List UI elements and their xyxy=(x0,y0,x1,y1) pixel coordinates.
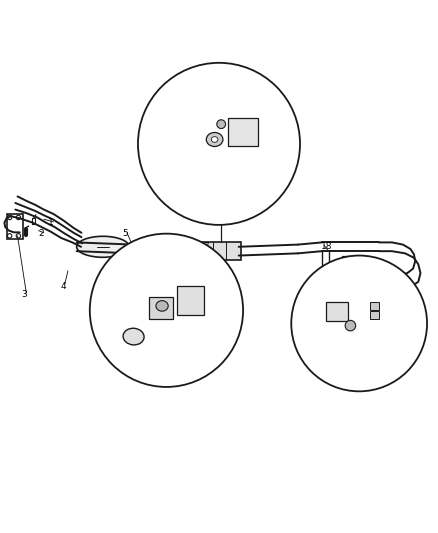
Circle shape xyxy=(291,255,427,391)
Ellipse shape xyxy=(156,301,168,311)
Bar xyxy=(7,214,23,239)
Text: 24: 24 xyxy=(378,295,389,304)
Text: 20: 20 xyxy=(375,324,387,332)
Bar xyxy=(149,297,173,319)
Text: 12: 12 xyxy=(165,317,177,326)
Text: 10: 10 xyxy=(113,299,124,308)
Circle shape xyxy=(138,63,300,225)
Text: 18: 18 xyxy=(321,243,332,251)
Text: 19: 19 xyxy=(349,338,360,348)
Text: 1: 1 xyxy=(47,218,53,227)
Text: 7: 7 xyxy=(203,243,209,251)
Text: 11: 11 xyxy=(145,317,157,326)
Text: 2: 2 xyxy=(39,229,44,238)
Bar xyxy=(191,243,241,260)
Ellipse shape xyxy=(123,328,144,345)
Text: 13: 13 xyxy=(165,290,177,300)
Bar xyxy=(228,118,258,146)
Bar xyxy=(370,311,379,319)
Circle shape xyxy=(345,320,356,331)
Text: 5: 5 xyxy=(122,229,128,238)
Text: 3: 3 xyxy=(21,290,27,300)
Ellipse shape xyxy=(211,136,218,142)
Text: 9: 9 xyxy=(187,159,194,168)
Text: 16: 16 xyxy=(205,144,216,153)
Ellipse shape xyxy=(206,133,223,147)
Text: 23: 23 xyxy=(382,306,393,315)
Text: 8: 8 xyxy=(146,326,152,335)
Text: 14: 14 xyxy=(229,181,240,190)
Text: 4: 4 xyxy=(61,282,66,290)
Text: 15: 15 xyxy=(187,150,198,159)
Circle shape xyxy=(90,233,243,387)
Bar xyxy=(326,302,348,321)
Text: 9: 9 xyxy=(109,308,115,317)
Text: 17: 17 xyxy=(222,142,233,150)
Bar xyxy=(177,286,204,314)
Text: 21: 21 xyxy=(340,321,352,330)
Text: 22: 22 xyxy=(327,312,339,321)
Ellipse shape xyxy=(77,236,129,257)
Bar xyxy=(370,302,379,310)
Circle shape xyxy=(217,120,226,128)
